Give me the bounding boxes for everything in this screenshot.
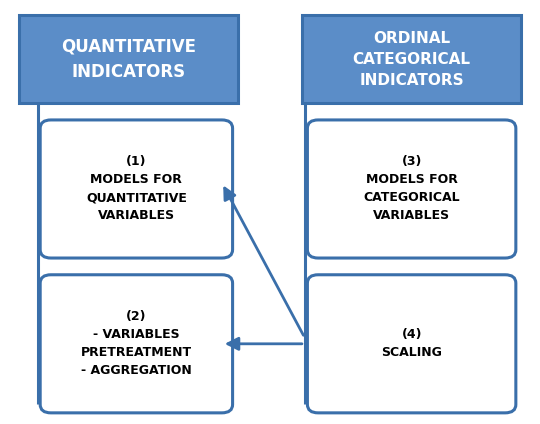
Text: (1)
MODELS FOR
QUANTITATIVE
VARIABLES: (1) MODELS FOR QUANTITATIVE VARIABLES bbox=[86, 156, 187, 223]
FancyBboxPatch shape bbox=[19, 15, 238, 103]
Text: QUANTITATIVE
INDICATORS: QUANTITATIVE INDICATORS bbox=[61, 38, 196, 81]
FancyBboxPatch shape bbox=[307, 120, 516, 258]
FancyBboxPatch shape bbox=[40, 275, 233, 413]
FancyBboxPatch shape bbox=[302, 15, 521, 103]
Text: (4)
SCALING: (4) SCALING bbox=[381, 328, 442, 359]
FancyBboxPatch shape bbox=[40, 120, 233, 258]
Text: ORDINAL
CATEGORICAL
INDICATORS: ORDINAL CATEGORICAL INDICATORS bbox=[353, 31, 471, 88]
Text: (2)
- VARIABLES
PRETREATMENT
- AGGREGATION: (2) - VARIABLES PRETREATMENT - AGGREGATI… bbox=[81, 310, 192, 377]
FancyBboxPatch shape bbox=[307, 275, 516, 413]
Text: (3)
MODELS FOR
CATEGORICAL
VARIABLES: (3) MODELS FOR CATEGORICAL VARIABLES bbox=[363, 156, 460, 223]
